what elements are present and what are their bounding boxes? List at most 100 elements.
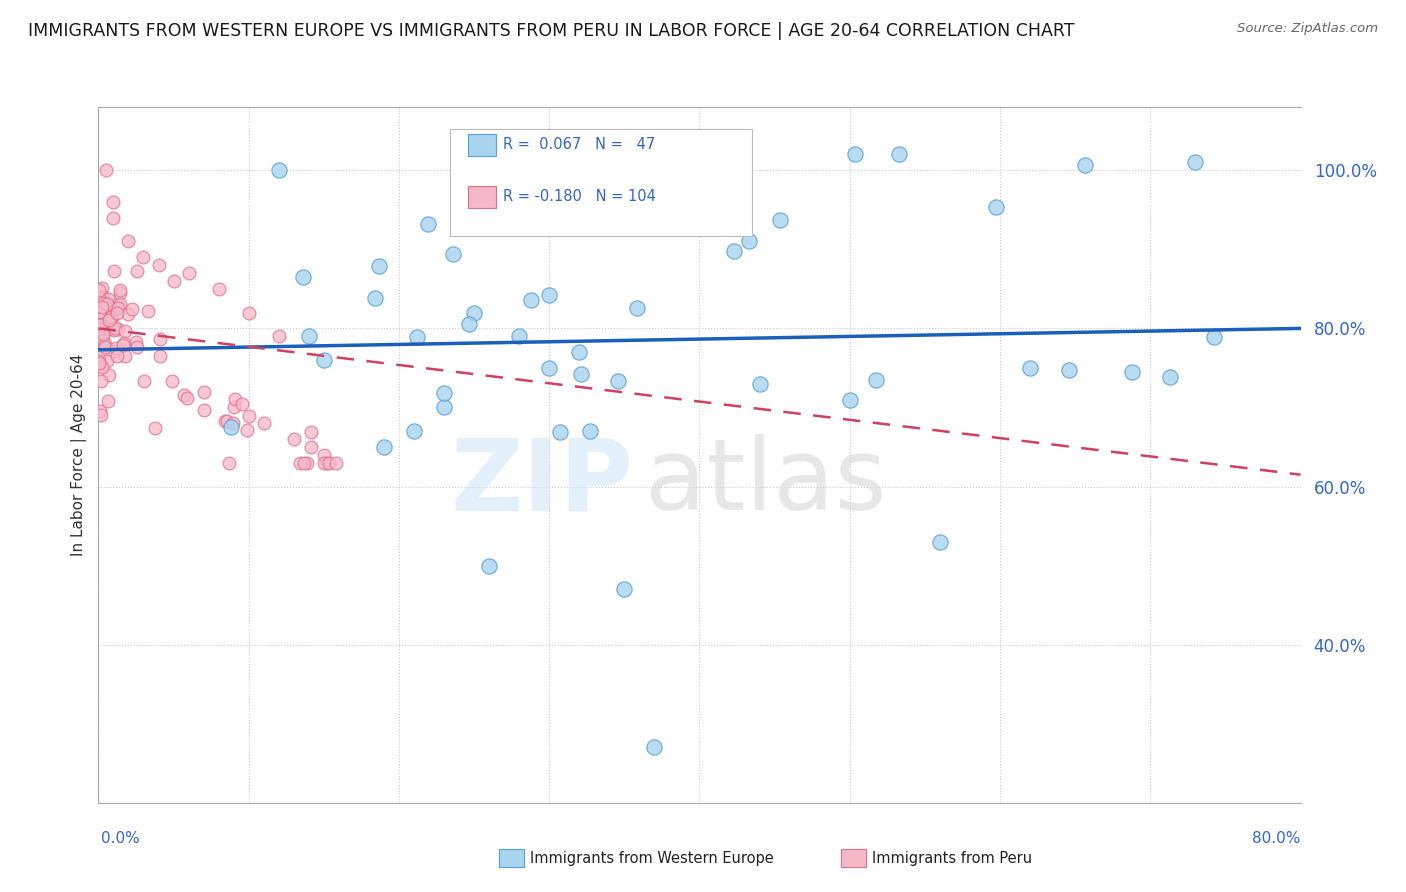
Point — [112, 338, 135, 352]
Point — [97, 314, 120, 328]
Text: R = -0.180   N = 104: R = -0.180 N = 104 — [503, 189, 657, 203]
Point — [416, 217, 439, 231]
Point — [127, 340, 149, 354]
Point — [91, 333, 114, 347]
Point — [889, 147, 911, 161]
Point — [218, 456, 240, 470]
Point — [312, 353, 335, 368]
Point — [508, 329, 530, 343]
Point — [97, 322, 120, 336]
Point — [89, 318, 111, 332]
Point — [148, 258, 170, 272]
Point — [748, 376, 770, 391]
Point — [613, 582, 636, 597]
Point — [97, 312, 120, 326]
Point — [291, 270, 314, 285]
Point — [90, 359, 112, 374]
Point — [267, 163, 290, 178]
Point — [214, 414, 236, 428]
Point — [986, 200, 1008, 214]
Point — [149, 332, 172, 346]
Point — [318, 456, 340, 470]
Point — [463, 305, 485, 319]
Point — [231, 397, 253, 411]
Point — [91, 300, 114, 314]
Point — [253, 417, 276, 431]
Point — [441, 247, 464, 261]
Point — [458, 317, 481, 331]
Point — [193, 403, 215, 417]
Point — [94, 308, 117, 322]
Point — [91, 326, 114, 341]
Point — [104, 341, 127, 355]
Point — [538, 361, 561, 376]
Point — [105, 298, 128, 312]
Point — [162, 274, 184, 288]
Point — [89, 319, 111, 334]
Point — [1184, 155, 1206, 169]
Point — [1019, 361, 1042, 376]
Point — [299, 441, 322, 455]
Point — [267, 329, 290, 343]
Point — [124, 334, 146, 349]
Point — [298, 329, 321, 343]
Point — [1202, 330, 1225, 344]
Point — [138, 303, 160, 318]
Point — [89, 348, 111, 362]
Point — [89, 318, 111, 332]
Point — [89, 283, 111, 297]
Point — [219, 420, 242, 434]
Point — [101, 310, 124, 324]
Point — [103, 323, 125, 337]
Point — [97, 293, 120, 307]
Point — [89, 403, 111, 417]
Point — [238, 305, 260, 319]
Point — [723, 244, 745, 258]
Point — [193, 384, 215, 399]
Point — [121, 301, 143, 316]
Point — [162, 374, 184, 388]
Point — [367, 259, 389, 273]
Point — [87, 353, 110, 368]
Point — [117, 235, 139, 249]
Point — [292, 456, 315, 470]
Point — [110, 283, 132, 297]
Point — [364, 291, 387, 305]
Point — [145, 421, 167, 435]
Point — [132, 250, 155, 264]
Point — [638, 172, 661, 186]
Point — [238, 409, 260, 423]
Point — [96, 354, 118, 368]
Point — [105, 349, 128, 363]
Point — [89, 358, 111, 372]
Text: 80.0%: 80.0% — [1253, 831, 1301, 846]
Point — [103, 344, 125, 359]
Point — [177, 266, 200, 280]
Point — [224, 392, 246, 406]
Point — [607, 374, 630, 388]
Point — [215, 414, 238, 428]
Point — [405, 330, 427, 344]
Point — [117, 307, 139, 321]
Point — [1121, 366, 1143, 380]
Point — [929, 535, 952, 549]
Point — [208, 282, 231, 296]
Point — [93, 304, 115, 318]
Point — [103, 194, 125, 209]
Point — [108, 285, 131, 300]
Point — [222, 401, 245, 415]
Point — [107, 322, 129, 336]
Text: IMMIGRANTS FROM WESTERN EUROPE VS IMMIGRANTS FROM PERU IN LABOR FORCE | AGE 20-6: IMMIGRANTS FROM WESTERN EUROPE VS IMMIGR… — [28, 22, 1074, 40]
Point — [96, 297, 118, 311]
Point — [100, 310, 122, 325]
Point — [176, 392, 198, 406]
Point — [643, 740, 665, 755]
Point — [402, 424, 425, 438]
Point — [478, 558, 501, 573]
Point — [314, 456, 336, 470]
Point — [114, 349, 136, 363]
Text: ZIP: ZIP — [450, 434, 633, 532]
Point — [94, 337, 117, 351]
Point — [838, 392, 860, 407]
Point — [283, 432, 305, 446]
